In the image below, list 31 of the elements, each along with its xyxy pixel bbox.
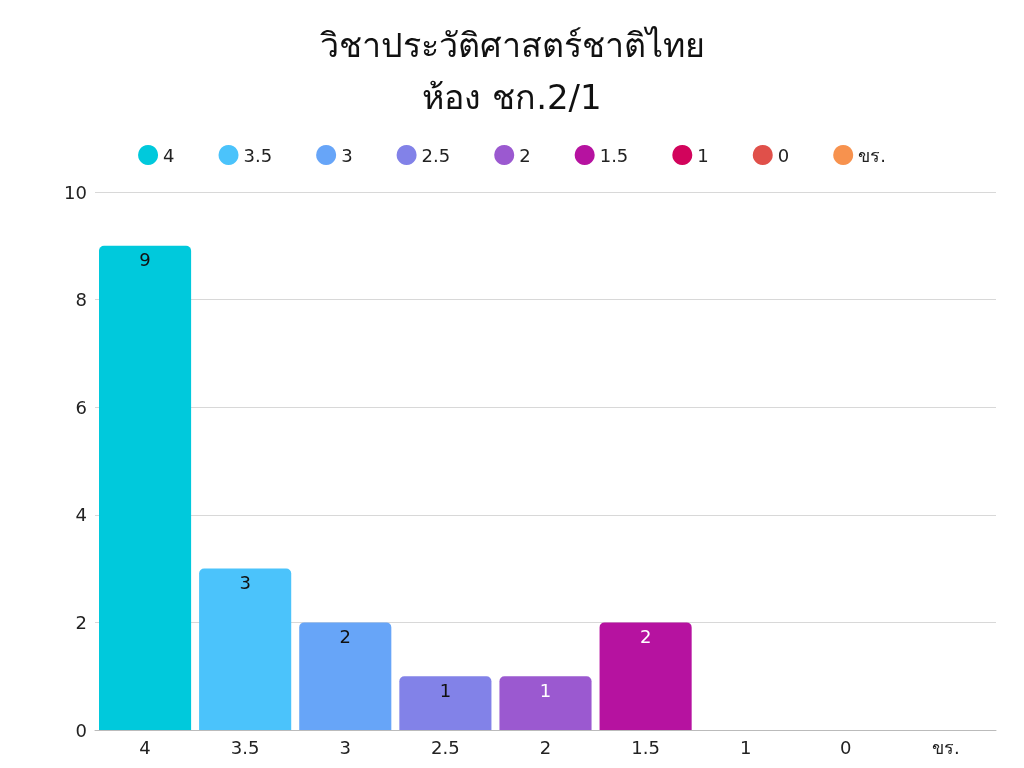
y-tick-label: 6 — [75, 396, 87, 418]
y-tick-label: 2 — [75, 611, 87, 633]
chart-title: วิชาประวัติศาสตร์ชาติไทย ห้อง ชก.2/1 — [319, 25, 705, 117]
x-tick-label: 2.5 — [431, 736, 460, 758]
legend-label: ขร. — [858, 144, 886, 166]
data-label: 9 — [139, 249, 151, 271]
legend-label: 1 — [697, 144, 709, 166]
x-tick-label: 1.5 — [631, 736, 660, 758]
data-label: 2 — [639, 625, 652, 647]
data-label: 3 — [239, 572, 251, 594]
legend-label: 0 — [777, 144, 790, 166]
x-tick-label: ขร. — [932, 736, 960, 758]
y-tick-label: 4 — [75, 504, 87, 526]
x-tick-label: 4 — [139, 736, 151, 758]
data-label: 2 — [339, 625, 351, 647]
legend-label: 3 — [341, 144, 353, 166]
legend-label: 3.5 — [243, 144, 273, 166]
y-tick-label: 10 — [64, 181, 87, 203]
legend-label: 1.5 — [599, 144, 629, 166]
x-tick-label: 0 — [840, 736, 852, 758]
x-tick-label: 2 — [539, 736, 552, 758]
x-tick-label: 1 — [740, 736, 752, 758]
legend-label: 2.5 — [421, 144, 451, 166]
x-tick-label: 3 — [339, 736, 351, 758]
legend-label: 2 — [519, 144, 531, 166]
legend-label: 4 — [163, 144, 175, 166]
data-label: 1 — [539, 679, 552, 701]
x-tick-label: 3.5 — [230, 736, 260, 758]
y-tick-label: 0 — [75, 719, 87, 741]
y-tick-label: 8 — [75, 289, 87, 311]
data-label: 1 — [439, 679, 452, 701]
